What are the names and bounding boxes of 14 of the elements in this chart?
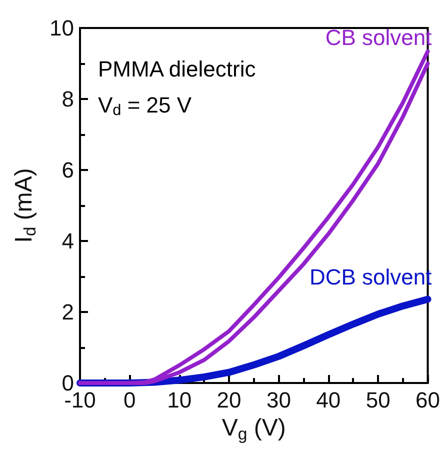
annotation: PMMA dielectric xyxy=(98,56,256,82)
y-axis-title: Id (mA) xyxy=(10,168,40,243)
y-tick-label: 10 xyxy=(50,16,74,40)
x-tick-label: 30 xyxy=(266,388,291,412)
x-tick-label: 20 xyxy=(216,388,242,412)
x-tick-label: 0 xyxy=(124,388,136,412)
y-tick-label: 4 xyxy=(62,228,74,254)
x-tick-label: 50 xyxy=(366,388,390,412)
x-tick-label: 40 xyxy=(316,388,341,412)
x-tick-label: 60 xyxy=(416,388,440,412)
y-tick-label: 8 xyxy=(62,86,74,112)
y-tick-label: 2 xyxy=(62,300,74,324)
y-tick-label: 6 xyxy=(62,158,74,182)
x-tick-label: 10 xyxy=(167,388,192,412)
